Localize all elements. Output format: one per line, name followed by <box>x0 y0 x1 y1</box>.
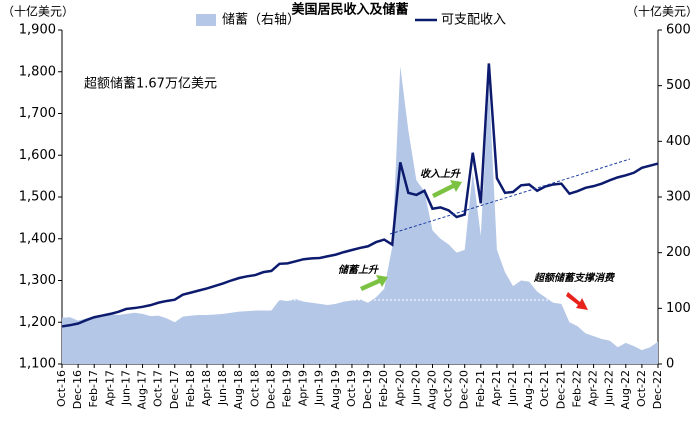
y2-tick-label: 0 <box>666 357 674 372</box>
x-tick-label: Jun-17 <box>119 370 132 406</box>
y-tick-label: 1,400 <box>19 231 56 246</box>
x-tick-label: Oct-20 <box>442 370 455 407</box>
y2-tick-label: 600 <box>666 23 691 38</box>
legend-swatch <box>196 14 216 26</box>
x-tick-label: Jun-21 <box>506 370 519 406</box>
savings-area <box>62 66 658 364</box>
y2-tick-label: 500 <box>666 78 691 93</box>
x-tick-label: Aug-20 <box>425 370 438 409</box>
x-tick-label: Feb-17 <box>87 370 100 407</box>
x-tick-label: Apr-19 <box>297 370 310 406</box>
y-axis-unit: （十亿美元） <box>2 4 74 19</box>
x-tick-label: Apr-17 <box>103 370 116 406</box>
x-tick-label: Apr-20 <box>393 370 406 406</box>
x-tick-label: Oct-21 <box>538 370 551 407</box>
y-tick-label: 1,500 <box>19 190 56 205</box>
x-tick-label: Aug-22 <box>619 370 632 409</box>
y-tick-label: 1,600 <box>19 148 56 163</box>
x-tick-label: Apr-21 <box>490 370 503 406</box>
x-tick-label: Dec-22 <box>651 370 664 409</box>
x-tick-label: Feb-21 <box>474 370 487 407</box>
arrow <box>360 275 388 291</box>
x-tick-label: Aug-18 <box>232 370 245 409</box>
arrow <box>432 180 462 198</box>
y-tick-label: 1,300 <box>19 273 56 288</box>
x-tick-label: Oct-16 <box>55 370 68 407</box>
x-tick-label: Dec-16 <box>71 370 84 409</box>
x-tick-label: Feb-20 <box>377 370 390 407</box>
y-tick-label: 1,100 <box>19 357 56 372</box>
x-tick-label: Oct-17 <box>152 370 165 407</box>
x-tick-label: Jun-18 <box>216 370 229 406</box>
x-tick-label: Dec-18 <box>264 370 277 409</box>
annotation: 超额储蓄1.67万亿美元 <box>84 77 217 92</box>
plot-area <box>61 63 659 364</box>
x-tick-label: Dec-19 <box>361 370 374 409</box>
x-tick-label: Jun-22 <box>603 370 616 406</box>
x-tick-label: Feb-22 <box>570 370 583 407</box>
x-tick-label: Apr-18 <box>200 370 213 406</box>
x-tick-label: Feb-18 <box>184 370 197 407</box>
y-tick-label: 1,800 <box>19 64 56 79</box>
y2-tick-label: 300 <box>666 190 691 205</box>
x-tick-label: Apr-22 <box>587 370 600 406</box>
annotation: 储蓄上升 <box>338 264 379 276</box>
x-tick-label: Aug-21 <box>522 370 535 409</box>
annotation: 超额储蓄支撑消费 <box>533 272 615 284</box>
y-tick-label: 1,200 <box>19 315 56 330</box>
y2-tick-label: 200 <box>666 245 691 260</box>
x-tick-label: Jun-19 <box>313 370 326 406</box>
y2-axis-unit: （十亿美元） <box>626 4 698 19</box>
y-tick-label: 1,700 <box>19 106 56 121</box>
x-tick-label: Dec-21 <box>554 370 567 409</box>
x-tick-label: Oct-19 <box>345 370 358 407</box>
annotation: 收入上升 <box>420 168 461 180</box>
trend-line <box>389 158 631 235</box>
y-tick-label: 1,900 <box>19 23 56 38</box>
y2-tick-label: 100 <box>666 301 691 316</box>
arrow <box>566 292 588 310</box>
x-tick-label: Feb-19 <box>281 370 294 407</box>
legend-label: 储蓄（右轴） <box>222 13 300 28</box>
x-tick-label: Oct-18 <box>248 370 261 407</box>
x-tick-label: Jun-20 <box>409 370 422 406</box>
income-line <box>61 63 659 328</box>
x-tick-label: Aug-19 <box>329 370 342 409</box>
x-tick-label: Oct-22 <box>635 370 648 407</box>
chart-title: 美国居民收入及储蓄 <box>291 2 408 18</box>
x-tick-label: Aug-17 <box>136 370 149 409</box>
legend-label: 可支配收入 <box>441 13 506 28</box>
x-tick-label: Dec-20 <box>458 370 471 409</box>
y2-tick-label: 400 <box>666 134 691 149</box>
x-tick-label: Dec-17 <box>168 370 181 409</box>
